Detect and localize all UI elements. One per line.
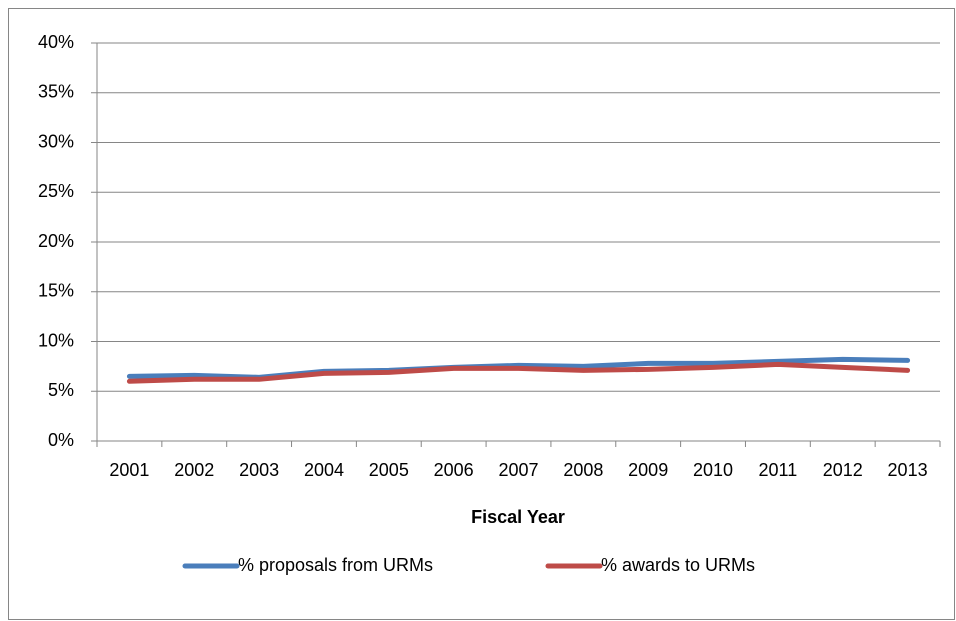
legend-label: % proposals from URMs [238,555,433,575]
x-tick-label: 2005 [369,460,409,480]
chart-border [8,8,955,620]
y-tick-label: 40% [38,32,74,52]
x-tick-label: 2012 [823,460,863,480]
y-tick-label: 10% [38,330,74,350]
x-tick-label: 2001 [109,460,149,480]
x-tick-label: 2004 [304,460,344,480]
series-line [126,361,911,384]
x-tick-label: 2007 [498,460,538,480]
x-axis-title: Fiscal Year [471,507,565,527]
y-tick-label: 35% [38,82,74,102]
x-tick-label: 2008 [563,460,603,480]
x-tick-label: 2006 [434,460,474,480]
legend-label: % awards to URMs [601,555,755,575]
y-tick-label: 5% [48,380,74,400]
y-tick-label: 25% [38,181,74,201]
x-tick-label: 2003 [239,460,279,480]
y-tick-label: 15% [38,281,74,301]
x-tick-label: 2002 [174,460,214,480]
x-tick-label: 2013 [888,460,928,480]
y-tick-label: 30% [38,131,74,151]
x-tick-label: 2009 [628,460,668,480]
y-tick-label: 0% [48,430,74,450]
x-tick-label: 2011 [759,460,798,480]
y-tick-label: 20% [38,231,74,251]
x-tick-label: 2010 [693,460,733,480]
